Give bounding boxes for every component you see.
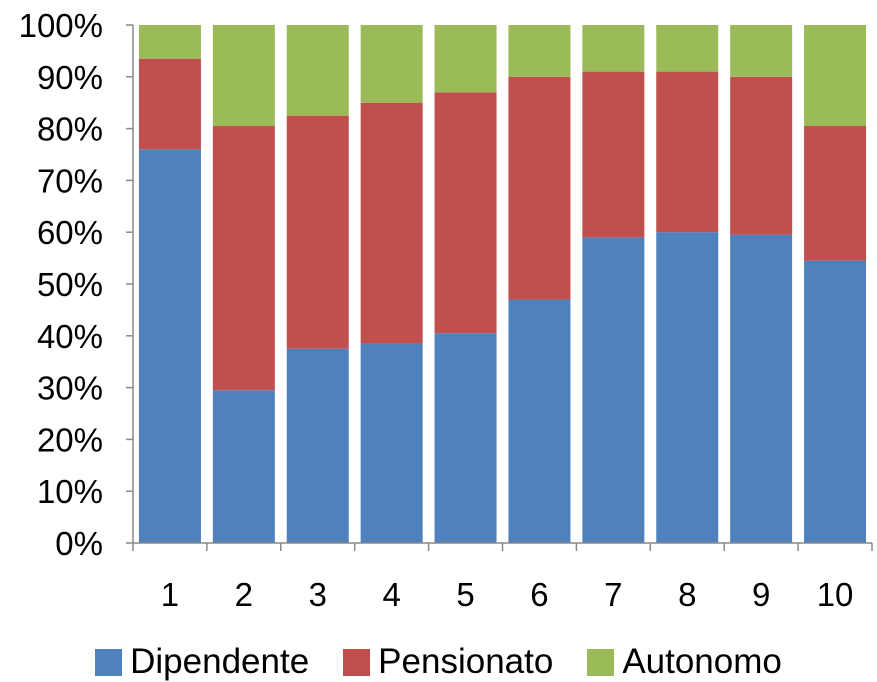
legend-swatch-dipendente: [95, 648, 123, 676]
stacked-bar-chart: 0% 10% 20% 30% 40% 50% 60% 70% 80% 90% 100% 1 2 3 4 5 6 7…: [19, 7, 873, 613]
bar-dipendente-8: [656, 232, 719, 543]
bar-dipendente-10: [804, 260, 867, 543]
bar-autonomo-7: [582, 25, 645, 72]
x-tick-label-9: 9: [752, 576, 770, 613]
legend-item-autonomo: Autonomo: [587, 642, 782, 682]
bar-dipendente-9: [730, 234, 793, 544]
y-tick-label-4: 40%: [37, 318, 103, 355]
bar-dipendente-7: [582, 237, 645, 543]
y-tick-label-6: 60%: [37, 214, 103, 251]
bar-autonomo-10: [804, 25, 867, 127]
bar-pensionato-5: [434, 92, 497, 334]
bars-group: [138, 25, 867, 544]
x-tick-label-10: 10: [817, 576, 854, 613]
bar-autonomo-2: [212, 25, 275, 127]
bar-autonomo-4: [360, 25, 423, 103]
bar-pensionato-10: [804, 126, 867, 261]
bar-pensionato-8: [656, 71, 719, 233]
x-tick-label-4: 4: [382, 576, 400, 613]
y-tick-label-0: 0%: [55, 525, 103, 562]
x-tick-label-1: 1: [161, 576, 179, 613]
legend-item-pensionato: Pensionato: [343, 642, 553, 682]
bar-pensionato-1: [138, 58, 201, 150]
y-tick-label-10: 100%: [19, 7, 103, 44]
legend-swatch-pensionato: [343, 648, 371, 676]
y-tick-label-3: 30%: [37, 370, 103, 407]
bar-pensionato-6: [508, 76, 571, 300]
x-tick-label-8: 8: [678, 576, 696, 613]
bar-autonomo-3: [286, 25, 349, 116]
legend-label-autonomo: Autonomo: [622, 642, 782, 681]
y-tick-label-2: 20%: [37, 421, 103, 458]
legend-label-pensionato: Pensionato: [378, 642, 554, 681]
bar-dipendente-1: [138, 149, 201, 543]
x-tick-label-3: 3: [309, 576, 327, 613]
y-tick-label-7: 70%: [37, 162, 103, 199]
bar-pensionato-7: [582, 71, 645, 238]
x-tick-label-7: 7: [604, 576, 622, 613]
x-tick-label-5: 5: [456, 576, 474, 613]
bar-dipendente-2: [212, 390, 275, 543]
bar-autonomo-5: [434, 25, 497, 93]
y-tick-label-8: 80%: [37, 111, 103, 148]
legend-item-dipendente: Dipendente: [95, 642, 309, 682]
bar-pensionato-2: [212, 126, 275, 391]
x-tick-label-2: 2: [235, 576, 253, 613]
bar-pensionato-9: [730, 76, 793, 235]
y-tick-label-9: 90%: [37, 59, 103, 96]
bar-autonomo-8: [656, 25, 719, 72]
bar-dipendente-5: [434, 333, 497, 543]
bar-dipendente-4: [360, 343, 423, 543]
bar-dipendente-3: [286, 348, 349, 543]
bar-pensionato-3: [286, 115, 349, 349]
bar-dipendente-6: [508, 299, 571, 543]
legend-label-dipendente: Dipendente: [130, 642, 310, 681]
y-tick-label-5: 50%: [37, 266, 103, 303]
bar-autonomo-9: [730, 25, 793, 77]
legend-swatch-autonomo: [587, 648, 615, 676]
y-tick-label-1: 10%: [37, 473, 103, 510]
x-tick-label-6: 6: [530, 576, 548, 613]
bar-autonomo-1: [138, 25, 201, 59]
bar-pensionato-4: [360, 102, 423, 344]
legend: Dipendente Pensionato Autonomo: [0, 640, 877, 682]
bar-autonomo-6: [508, 25, 571, 77]
